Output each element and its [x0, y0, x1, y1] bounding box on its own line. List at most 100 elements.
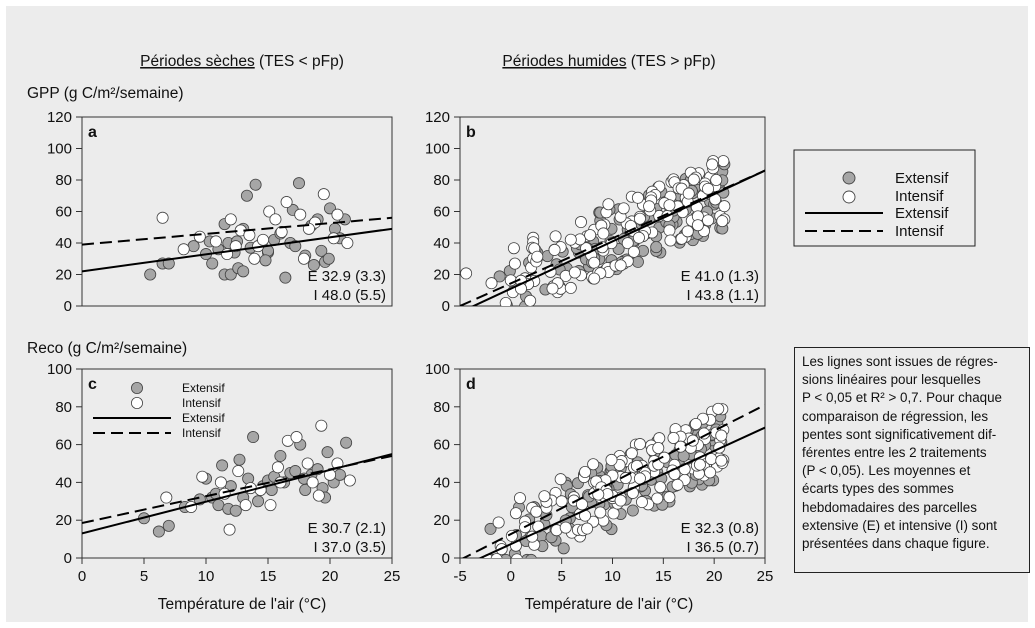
point-intensif [297, 252, 310, 265]
point-intensif [315, 419, 328, 432]
note-line: Les lignes sont issues de régres- [802, 354, 998, 369]
point-intensif [193, 230, 206, 243]
point-intensif [689, 417, 702, 430]
header-wet: Périodes humides (TES > pFp) [502, 53, 715, 70]
x-tick-label: 5 [557, 568, 565, 585]
point-intensif [269, 213, 282, 226]
point-extensif [322, 252, 335, 265]
point-extensif [206, 257, 219, 270]
inline-legend-extensif-marker [130, 381, 143, 394]
note-box: Les lignes sont issues de régres- sions … [794, 347, 1030, 573]
point-intensif [546, 282, 559, 295]
point-intensif [564, 281, 577, 294]
row-label-gpp: GPP (g C/m²/semaine) [27, 85, 183, 102]
point-extensif [279, 271, 292, 284]
line-extensif [82, 453, 392, 535]
point-intensif [687, 173, 700, 186]
point-intensif [485, 277, 498, 290]
point-intensif [214, 476, 227, 489]
y-tick-label: 40 [55, 474, 72, 491]
point-intensif [156, 211, 169, 224]
point-intensif [706, 158, 719, 171]
point-extensif [321, 446, 334, 459]
point-extensif [493, 270, 506, 283]
point-intensif [548, 243, 561, 256]
point-intensif [460, 267, 473, 280]
y-tick-label: 80 [55, 172, 72, 189]
point-extensif [274, 449, 287, 462]
point-intensif [513, 492, 526, 505]
point-intensif [654, 481, 667, 494]
legend-box: Extensif Intensif Extensif Intensif [793, 149, 976, 247]
point-intensif [635, 496, 648, 509]
x-tick-label: 25 [757, 568, 774, 585]
point-intensif [702, 214, 715, 227]
point-intensif [579, 466, 592, 479]
point-intensif [341, 236, 354, 249]
point-extensif [492, 307, 503, 318]
y-tick-label: 60 [433, 204, 450, 221]
point-intensif [312, 489, 325, 502]
point-intensif [280, 196, 293, 209]
point-intensif [663, 224, 676, 237]
point-intensif [712, 402, 725, 415]
point-intensif [617, 202, 630, 215]
point-intensif [564, 233, 577, 246]
point-intensif [581, 522, 594, 535]
y-tick-label: 100 [425, 141, 450, 158]
note-line: présentées dans chaque figure. [802, 536, 990, 552]
inline-legend-label: Extensif [182, 381, 225, 395]
point-intensif [643, 200, 656, 213]
point-intensif [331, 208, 344, 221]
point-intensif [196, 470, 209, 483]
y-tick-label: 40 [433, 474, 450, 491]
point-intensif [257, 233, 270, 246]
x-tick-label: 25 [384, 568, 401, 585]
point-extensif [212, 499, 225, 512]
point-intensif [691, 219, 704, 232]
x-tick-label: 15 [260, 568, 277, 585]
mean-annotation: E 41.0 (1.3) [681, 268, 759, 285]
y-tick-label: 0 [442, 550, 450, 567]
point-intensif [511, 553, 523, 558]
point-intensif [508, 257, 521, 270]
y-tick-label: 80 [55, 399, 72, 416]
point-extensif [500, 553, 512, 558]
point-intensif [602, 198, 615, 211]
point-intensif [625, 447, 638, 460]
legend-intensif-points: Intensif [895, 188, 944, 205]
point-intensif [588, 256, 601, 269]
point-extensif [229, 504, 242, 517]
point-intensif [718, 200, 731, 213]
note-line: extensive (E) et intensive (I) sont [802, 517, 997, 533]
note-line: sions linéaires pour lesquelles [802, 372, 981, 388]
point-intensif [715, 454, 728, 467]
inline-legend-intensif-marker [130, 396, 143, 409]
point-intensif [651, 492, 664, 505]
point-intensif [614, 259, 627, 272]
mean-annotation: I 48.0 (5.5) [313, 287, 386, 304]
note-line: (P < 0,05). Les moyennes et [802, 463, 971, 479]
x-tick-label: 0 [507, 568, 515, 585]
point-intensif [531, 250, 544, 263]
point-intensif [538, 490, 551, 503]
point-extensif [240, 189, 253, 202]
note-line: P < 0,05 et R² > 0,7. Pour chaque [802, 390, 1003, 406]
y-tick-label: 60 [433, 437, 450, 454]
y-tick-label: 20 [433, 512, 450, 529]
panel-label: c [88, 376, 97, 393]
mean-annotation: I 43.8 (1.1) [686, 287, 759, 304]
point-intensif [232, 465, 245, 478]
line-intensif [461, 404, 765, 558]
point-intensif [490, 553, 503, 558]
point-intensif [717, 155, 730, 168]
row-label-reco: Reco (g C/m²/semaine) [27, 340, 187, 357]
inline-legend-label: Extensif [182, 411, 225, 425]
point-extensif [525, 553, 537, 558]
point-extensif [152, 525, 165, 538]
line-extensif [478, 426, 765, 558]
y-tick-label: 20 [55, 267, 72, 284]
y-tick-label: 80 [433, 172, 450, 189]
legend-extensif-points: Extensif [895, 170, 949, 187]
point-extensif [557, 542, 570, 555]
